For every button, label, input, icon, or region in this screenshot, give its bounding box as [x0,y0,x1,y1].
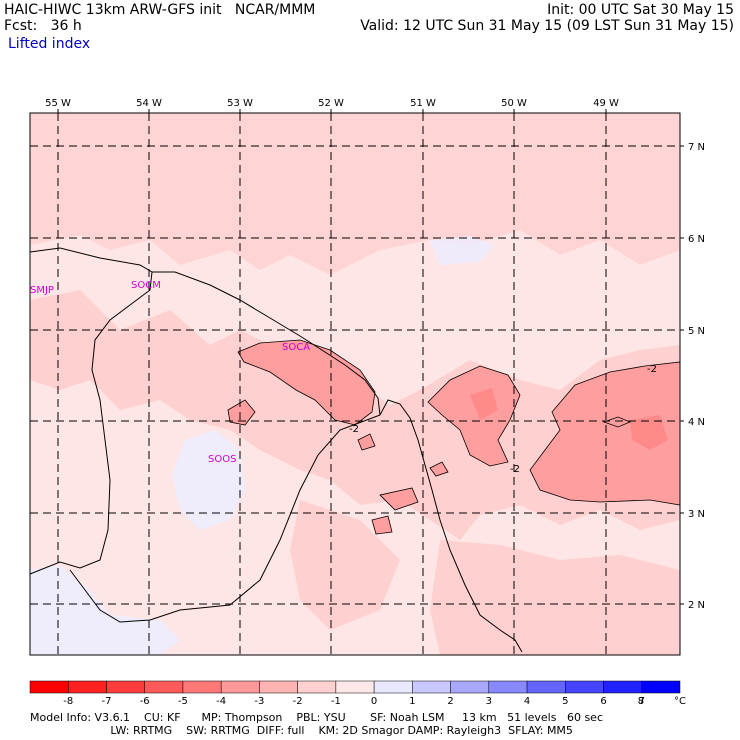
colorbar-tick-label: -7 [101,696,111,707]
colorbar-swatch [641,680,681,694]
colorbar-swatch [106,680,145,694]
station-label: SOOS [208,454,236,465]
border-brazil [379,399,523,653]
colorbar-swatch [335,680,375,694]
contour-blob-2 [379,487,419,511]
colorbar-tick-label: -8 [63,696,73,707]
valid-time: Valid: 12 UTC Sun 31 May 15 (09 LST Sun … [360,18,734,34]
lat-label: 6 N [688,234,705,245]
coastline-north [152,271,381,416]
colorbar-swatch [297,680,337,694]
field-name: Lifted index [8,36,91,52]
colorbar-tick-label: -6 [140,696,150,707]
colorbar-swatch [450,680,490,694]
colorbar-tick-label: 7 [639,696,645,707]
colorbar-swatch [565,680,604,694]
map-ticks [57,109,684,605]
lon-label: 49 W [593,98,619,109]
model-info-line-2: LW: RRTMG SW: RRTMG DIFF: full KM: 2D Sm… [30,724,573,737]
colorbar-tick-label: -3 [254,696,264,707]
lon-label: 50 W [501,98,527,109]
lon-label: 52 W [318,98,344,109]
contour-region-soca [237,339,376,426]
map-frame [29,112,681,656]
colorbar-tick-label: -4 [216,696,226,707]
station-labels: SMJP SOCM SOCA SOOS [30,280,310,465]
colorbar-swatch [412,680,451,694]
contour-loop [602,416,632,428]
contour-core-east [630,415,668,450]
lat-label: 5 N [688,326,705,337]
field-region-south [430,540,680,655]
colorbar-tick-label: -5 [178,696,188,707]
lon-label: 53 W [227,98,253,109]
colorbar-tick-label: 8 [638,696,644,707]
colorbar-tick-label: -2 [293,696,303,707]
contour-blob-3 [371,515,393,535]
colorbar-swatch [603,680,643,694]
colorbar-swatch [488,680,528,694]
colorbar-swatch [182,680,222,694]
contour-region-east-1 [427,365,521,467]
lon-label: 54 W [136,98,162,109]
border-french-guiana [69,414,381,623]
colorbar-swatch [220,680,260,694]
lat-label: 2 N [688,600,705,611]
colorbar-tick-label: 2 [447,696,453,707]
field-region-neutral-north [430,236,495,265]
lat-label: 7 N [688,142,705,153]
contour-labels: -2 -2 -2 [349,364,657,475]
colorbar-tick-label: 4 [524,696,530,707]
colorbar-swatch [29,680,69,694]
station-label: SOCA [282,342,310,353]
contour-region-east-2 [529,361,681,506]
field-region-neutral [172,430,245,530]
colorbar-swatch [144,680,184,694]
contour-core-mid [470,388,498,420]
border-suriname-guyana [29,247,153,575]
station-label: SMJP [30,285,54,296]
contour-blob-4 [357,433,376,451]
colorbar-tick-label: 5 [562,696,568,707]
colorbar-tick-label: 1 [409,696,415,707]
colorbar-swatch [67,680,107,694]
station-label: SOCM [131,280,161,291]
lat-label: 4 N [688,417,705,428]
colorbar-tick-label: 0 [371,696,377,707]
colorbar-swatch [259,680,298,694]
colorbar-tick-label: 3 [486,696,492,707]
model-title: HAIC-HIWC 13km ARW-GFS init NCAR/MMM [4,2,316,18]
lat-lon-grid [30,113,680,655]
colorbar-tick-label: -1 [331,696,341,707]
lat-label: 3 N [688,509,705,520]
contour-blob-1 [227,399,256,426]
colorbar: -8 -7 -6 -5 -4 -3 -2 -1 0 1 2 3 4 5 6 7 °C 8 [29,680,686,707]
contour-label: -2 [647,364,657,375]
model-info-line-1: Model Info: V3.6.1 CU: KF MP: Thompson P… [30,711,603,724]
lon-label: 55 W [45,98,71,109]
contour-label: -2 [510,464,520,475]
contour-blob-5 [429,461,449,477]
colorbar-unit: °C [674,696,686,707]
colorbar-swatch [373,680,413,694]
forecast-hour: Fcst: 36 h [4,18,82,34]
colorbar-swatch [526,680,566,694]
field-region-south-west [290,500,400,630]
field-region-north [30,113,680,275]
lon-label: 51 W [410,98,436,109]
field-region-neutral-sw [30,565,180,655]
contour-label: -2 [349,424,359,435]
init-time: Init: 00 UTC Sat 30 May 15 [547,2,734,18]
colorbar-tick-label: 6 [600,696,606,707]
